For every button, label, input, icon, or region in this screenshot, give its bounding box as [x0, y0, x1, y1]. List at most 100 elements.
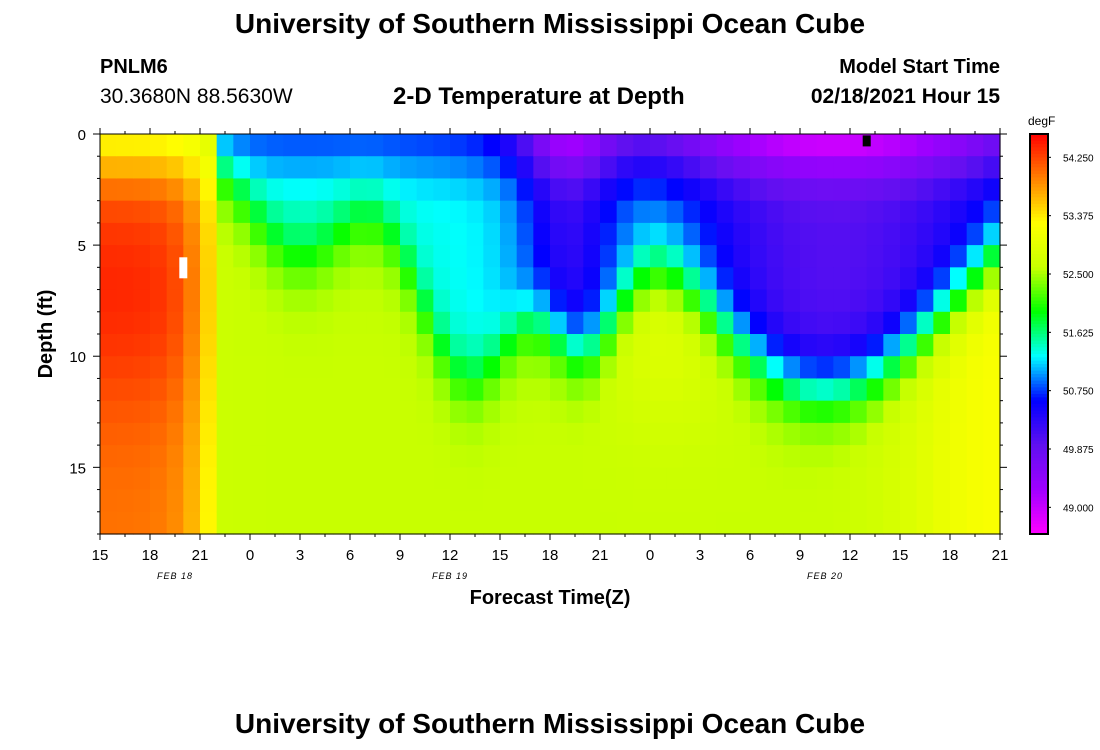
heatmap-cell: [866, 422, 884, 446]
heatmap-cell: [983, 356, 1001, 380]
heatmap-cell: [350, 467, 368, 491]
heatmap-cell: [816, 489, 834, 513]
colorbar-segment: [1030, 394, 1048, 398]
heatmap-cell: [450, 156, 468, 180]
heatmap-cell: [966, 422, 984, 446]
colorbar-unit: degF: [1028, 114, 1055, 128]
heatmap-cell: [900, 311, 918, 335]
heatmap-cell: [650, 422, 668, 446]
heatmap-cell: [633, 511, 651, 535]
colorbar-segment: [1030, 457, 1048, 462]
heatmap-cell: [400, 267, 418, 291]
heatmap-cell: [816, 511, 834, 535]
heatmap-cell: [716, 245, 734, 268]
colorbar-segment: [1030, 297, 1048, 302]
heatmap-cell: [416, 334, 434, 357]
heatmap-cell: [533, 289, 551, 313]
heatmap-cell: [200, 311, 218, 335]
heatmap-cell: [333, 267, 351, 291]
heatmap-cell: [600, 445, 618, 468]
heatmap-cell: [750, 511, 768, 535]
heatmap-cell: [383, 378, 401, 402]
heatmap-cell: [250, 200, 268, 224]
heatmap-cell: [633, 489, 651, 513]
colorbar-segment: [1030, 430, 1048, 435]
heatmap-cell: [866, 445, 884, 468]
heatmap-cell: [166, 156, 184, 180]
colorbar-tick-label: 51.625: [1063, 328, 1094, 339]
heatmap-cell: [533, 134, 551, 157]
colorbar-segment: [1030, 530, 1048, 535]
heatmap-cell: [500, 422, 518, 446]
heatmap-cell: [716, 400, 734, 424]
heatmap-cell: [783, 289, 801, 313]
heatmap-cell: [433, 511, 451, 535]
heatmap-cell: [316, 200, 334, 224]
heatmap-cell: [133, 178, 151, 202]
heatmap-cell: [283, 200, 301, 224]
heatmap-cell: [250, 267, 268, 291]
heatmap-cell: [983, 489, 1001, 513]
heatmap-cell: [783, 245, 801, 268]
heatmap-cell: [416, 178, 434, 202]
x-tick-label: 15: [92, 547, 109, 564]
heatmap-cell: [550, 334, 568, 357]
heatmap-cell: [350, 400, 368, 424]
heatmap-cell: [700, 445, 718, 468]
colorbar-segment: [1030, 444, 1048, 448]
heatmap-cell: [216, 445, 234, 468]
heatmap-cell: [516, 222, 534, 246]
heatmap-cell: [616, 289, 634, 313]
heatmap-cell: [866, 267, 884, 291]
heatmap-cell: [700, 156, 718, 180]
x-tick-label: 21: [592, 547, 609, 564]
heatmap-cell: [450, 134, 468, 157]
heatmap-cell: [933, 200, 951, 224]
colorbar-segment: [1030, 234, 1048, 238]
heatmap-cell: [733, 178, 751, 202]
heatmap-cell: [250, 134, 268, 157]
x-tick-label: 15: [892, 547, 909, 564]
heatmap-cell: [400, 400, 418, 424]
heatmap-cell: [533, 489, 551, 513]
heatmap-cell: [616, 445, 634, 468]
colorbar-segment: [1030, 184, 1048, 188]
colorbar-segment: [1030, 264, 1048, 268]
heatmap-cell: [766, 356, 784, 380]
heatmap-cell: [350, 489, 368, 513]
heatmap-cell: [333, 356, 351, 380]
heatmap-cell: [150, 356, 168, 380]
heatmap-cell: [566, 378, 584, 402]
heatmap-cell: [916, 200, 934, 224]
heatmap-cell: [600, 156, 618, 180]
heatmap-cell: [150, 311, 168, 335]
heatmap-cell: [500, 445, 518, 468]
heatmap-cell: [216, 422, 234, 446]
heatmap-cell: [966, 267, 984, 291]
heatmap-cell: [866, 334, 884, 357]
colorbar-segment: [1030, 147, 1048, 152]
colorbar-segment: [1030, 277, 1048, 282]
heatmap-cell: [766, 222, 784, 246]
heatmap-cell: [350, 289, 368, 313]
colorbar-tick-label: 49.000: [1063, 503, 1094, 514]
heatmap-cell: [533, 356, 551, 380]
colorbar-segment: [1030, 330, 1048, 335]
heatmap-cell: [650, 378, 668, 402]
heatmap-cell: [683, 489, 701, 513]
heatmap-cell: [600, 400, 618, 424]
heatmap-cell: [966, 445, 984, 468]
heatmap-cell: [233, 356, 251, 380]
heatmap-cell: [366, 422, 384, 446]
colorbar-segment: [1030, 247, 1048, 252]
colorbar-segment: [1030, 510, 1048, 515]
heatmap-cell: [250, 178, 268, 202]
heatmap-cell: [166, 134, 184, 157]
heatmap-cell: [416, 156, 434, 180]
heatmap-cell: [633, 178, 651, 202]
heatmap-cell: [466, 289, 484, 313]
heatmap-cell: [216, 200, 234, 224]
heatmap-cell: [583, 489, 601, 513]
heatmap-cell: [266, 156, 284, 180]
heatmap-cell: [516, 156, 534, 180]
